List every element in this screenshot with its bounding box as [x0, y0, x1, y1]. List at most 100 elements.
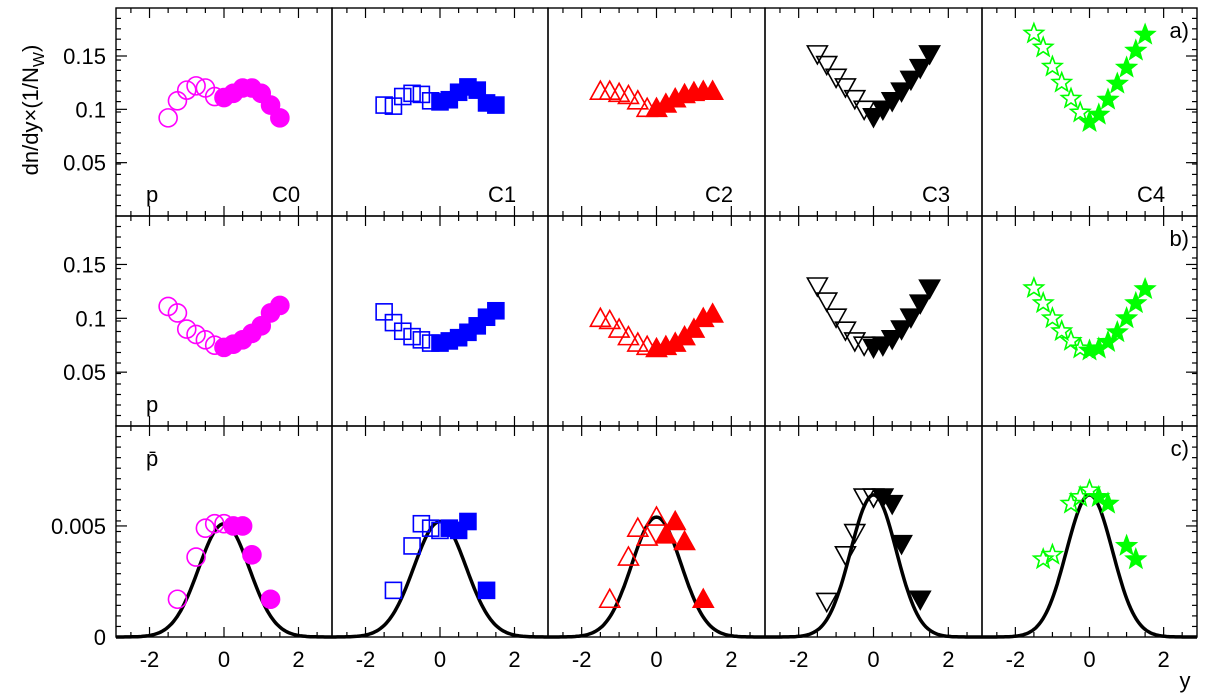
y-axis-title-main: dn/dy×(1/N — [18, 67, 43, 175]
data-point — [598, 308, 622, 330]
data-point — [393, 87, 412, 106]
y-axis-title: dn/dy×(1/NW) — [18, 45, 48, 176]
data-point — [487, 96, 505, 114]
data-point — [1096, 491, 1120, 514]
data-point — [195, 330, 216, 350]
data-point — [384, 97, 403, 115]
panel-r2-c3 — [764, 425, 983, 639]
data-point — [806, 277, 829, 298]
data-point — [908, 590, 932, 611]
data-point — [270, 108, 290, 128]
data-point — [806, 45, 829, 66]
x-axis-title: y — [1180, 668, 1191, 693]
panel-r1-c0 — [115, 215, 333, 427]
data-point — [158, 108, 178, 128]
panel-r2-c4 — [981, 425, 1198, 639]
data-point — [890, 534, 913, 556]
centrality-label: C2 — [705, 182, 733, 207]
x-tick-label: -2 — [1006, 647, 1026, 672]
data-point — [1031, 547, 1055, 570]
data-point — [270, 295, 290, 316]
data-point — [487, 301, 505, 320]
data-point — [815, 292, 839, 313]
x-tick-label: -2 — [572, 647, 592, 672]
y-axis-title-close: ) — [18, 45, 43, 52]
panel-frame — [764, 215, 983, 427]
data-point — [167, 589, 188, 610]
data-point — [834, 546, 857, 567]
data-point — [176, 80, 197, 100]
particle-label: p — [146, 392, 158, 417]
centrality-label: C4 — [1137, 182, 1165, 207]
data-point — [654, 523, 678, 544]
centrality-label: C3 — [922, 182, 950, 207]
fit-curve — [765, 493, 982, 639]
data-point — [1114, 306, 1139, 329]
y-tick-label: 0.15 — [63, 252, 106, 277]
y-tick-label: 0 — [94, 625, 106, 650]
data-point — [1124, 290, 1148, 314]
data-point — [1124, 38, 1148, 61]
panel-r2-c1 — [331, 425, 549, 639]
data-point — [871, 100, 895, 121]
fit-curve — [332, 519, 548, 639]
x-tick-label: -2 — [789, 647, 809, 672]
data-point — [815, 55, 839, 77]
data-point — [1105, 320, 1129, 343]
fit-curve — [116, 521, 332, 639]
data-point — [701, 302, 724, 323]
data-point — [673, 529, 696, 551]
data-point — [1022, 21, 1046, 44]
panel-frame — [331, 215, 549, 427]
data-point — [862, 108, 885, 129]
data-point — [403, 84, 421, 103]
panel-r0-c1: C1 — [331, 7, 549, 217]
data-point — [1040, 54, 1065, 77]
x-tick-label: 2 — [942, 647, 954, 672]
data-point — [834, 321, 857, 342]
data-point — [843, 523, 867, 545]
data-point — [421, 519, 440, 537]
panel-r0-c2: C2 — [547, 7, 766, 217]
panel-r1-c3 — [764, 215, 983, 427]
data-point — [195, 518, 216, 538]
data-point — [1050, 70, 1074, 93]
panel-tag: b) — [1169, 226, 1189, 251]
y-tick-label: 0.15 — [63, 44, 106, 69]
y-tick-label: 0.1 — [75, 306, 106, 331]
y-tick-label: 0.005 — [51, 514, 106, 539]
data-point — [663, 509, 687, 531]
x-tick-label: 2 — [725, 647, 737, 672]
data-point — [918, 279, 941, 300]
panel-r1-c1 — [331, 215, 549, 427]
data-point — [232, 516, 253, 536]
data-point — [890, 320, 913, 341]
panel-frame — [981, 215, 1198, 427]
x-tick-label: -2 — [140, 647, 160, 672]
y-tick-label: 0.05 — [63, 360, 106, 385]
data-point — [635, 525, 659, 546]
data-point — [626, 516, 650, 537]
data-point — [186, 76, 206, 96]
data-point — [1059, 86, 1083, 109]
data-point — [682, 317, 706, 338]
panel-tag: c) — [1171, 436, 1189, 461]
data-point — [375, 303, 393, 321]
x-tick-label: 2 — [508, 647, 520, 672]
panel-frame — [331, 425, 549, 638]
y-tick-label: 0.1 — [75, 97, 106, 122]
data-point — [375, 96, 393, 114]
x-tick-label: 0 — [650, 647, 662, 672]
data-point — [393, 322, 412, 341]
data-point — [607, 317, 631, 338]
y-axis-title-subscript: W — [31, 51, 48, 67]
data-point — [186, 547, 206, 567]
panel-frame — [547, 215, 766, 427]
panel-r1-c4 — [981, 215, 1198, 427]
data-point — [1022, 275, 1046, 299]
x-tick-label: 0 — [1083, 647, 1095, 672]
data-point — [908, 58, 932, 80]
data-point — [843, 332, 867, 353]
data-point — [1059, 491, 1083, 514]
data-point — [477, 581, 496, 600]
